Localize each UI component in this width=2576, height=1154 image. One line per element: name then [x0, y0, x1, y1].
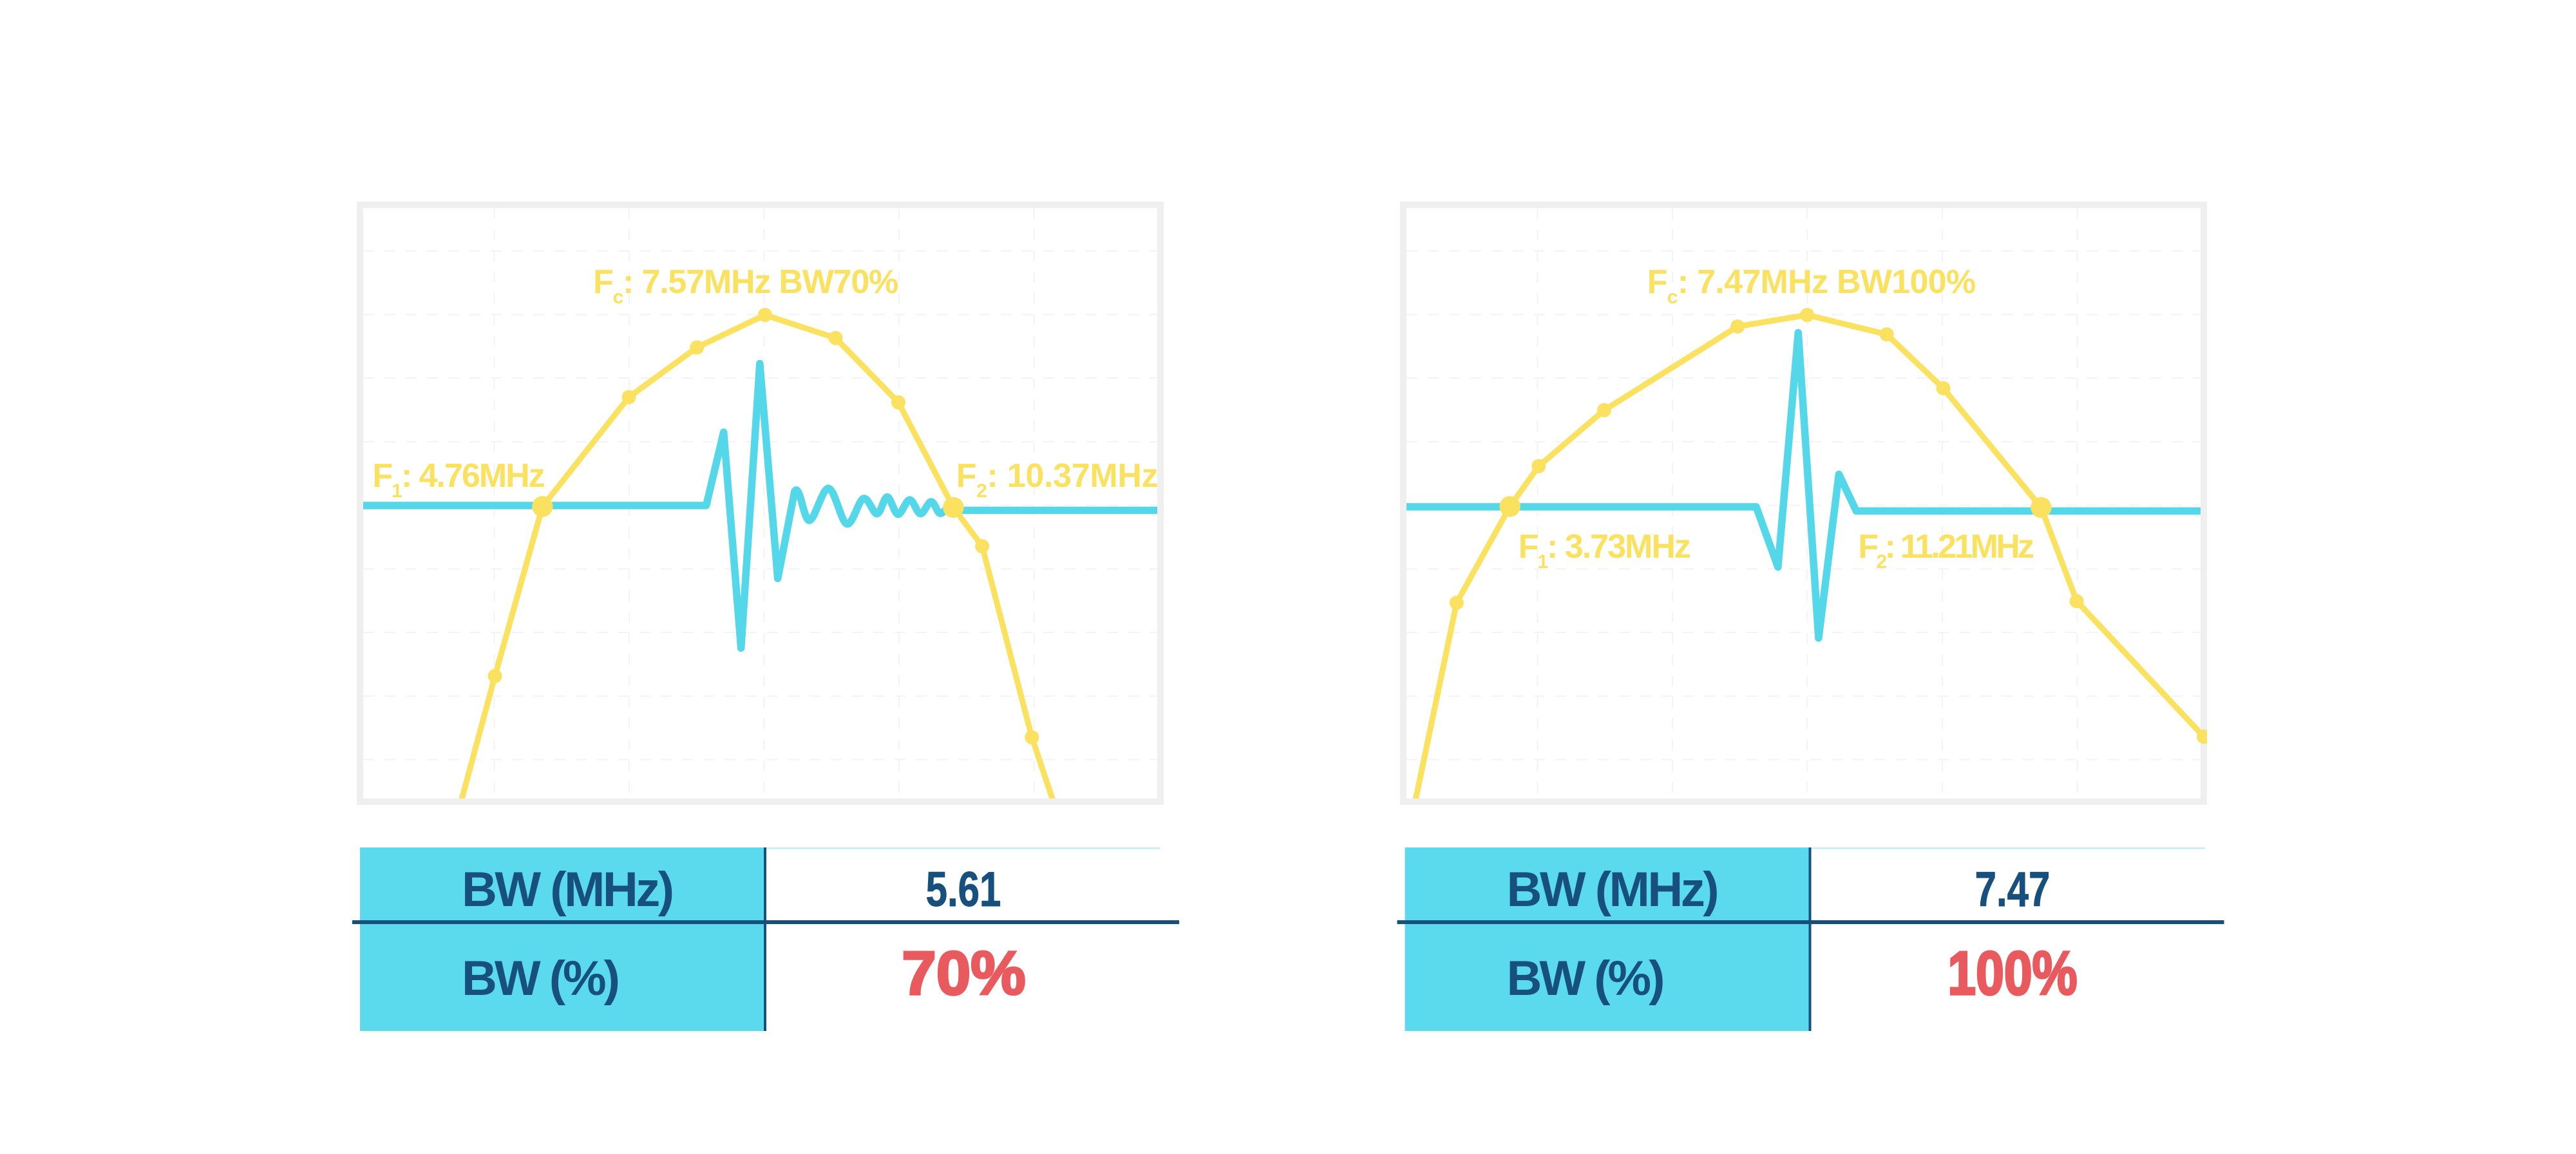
svg-text:BW (%): BW (%) [1507, 951, 1663, 1006]
svg-text:BW (MHz): BW (MHz) [462, 862, 672, 917]
svg-text:BW (%): BW (%) [462, 951, 618, 1006]
svg-text:F2: 10.37MHz: F2: 10.37MHz [956, 457, 1159, 502]
svg-text:70%: 70% [902, 939, 1025, 1008]
svg-text:7.47: 7.47 [1975, 862, 2050, 916]
svg-text:F1: 4.76MHz: F1: 4.76MHz [372, 457, 544, 502]
svg-text:5.61: 5.61 [926, 862, 1001, 916]
svg-text:F1: 3.73MHz: F1: 3.73MHz [1519, 528, 1690, 572]
svg-text:Fc: 7.47MHz BW100%: Fc: 7.47MHz BW100% [1647, 263, 1976, 308]
svg-text:100%: 100% [1947, 939, 2077, 1008]
svg-text:Fc: 7.57MHz BW70%: Fc: 7.57MHz BW70% [593, 263, 898, 308]
svg-text:BW (MHz): BW (MHz) [1507, 862, 1718, 917]
